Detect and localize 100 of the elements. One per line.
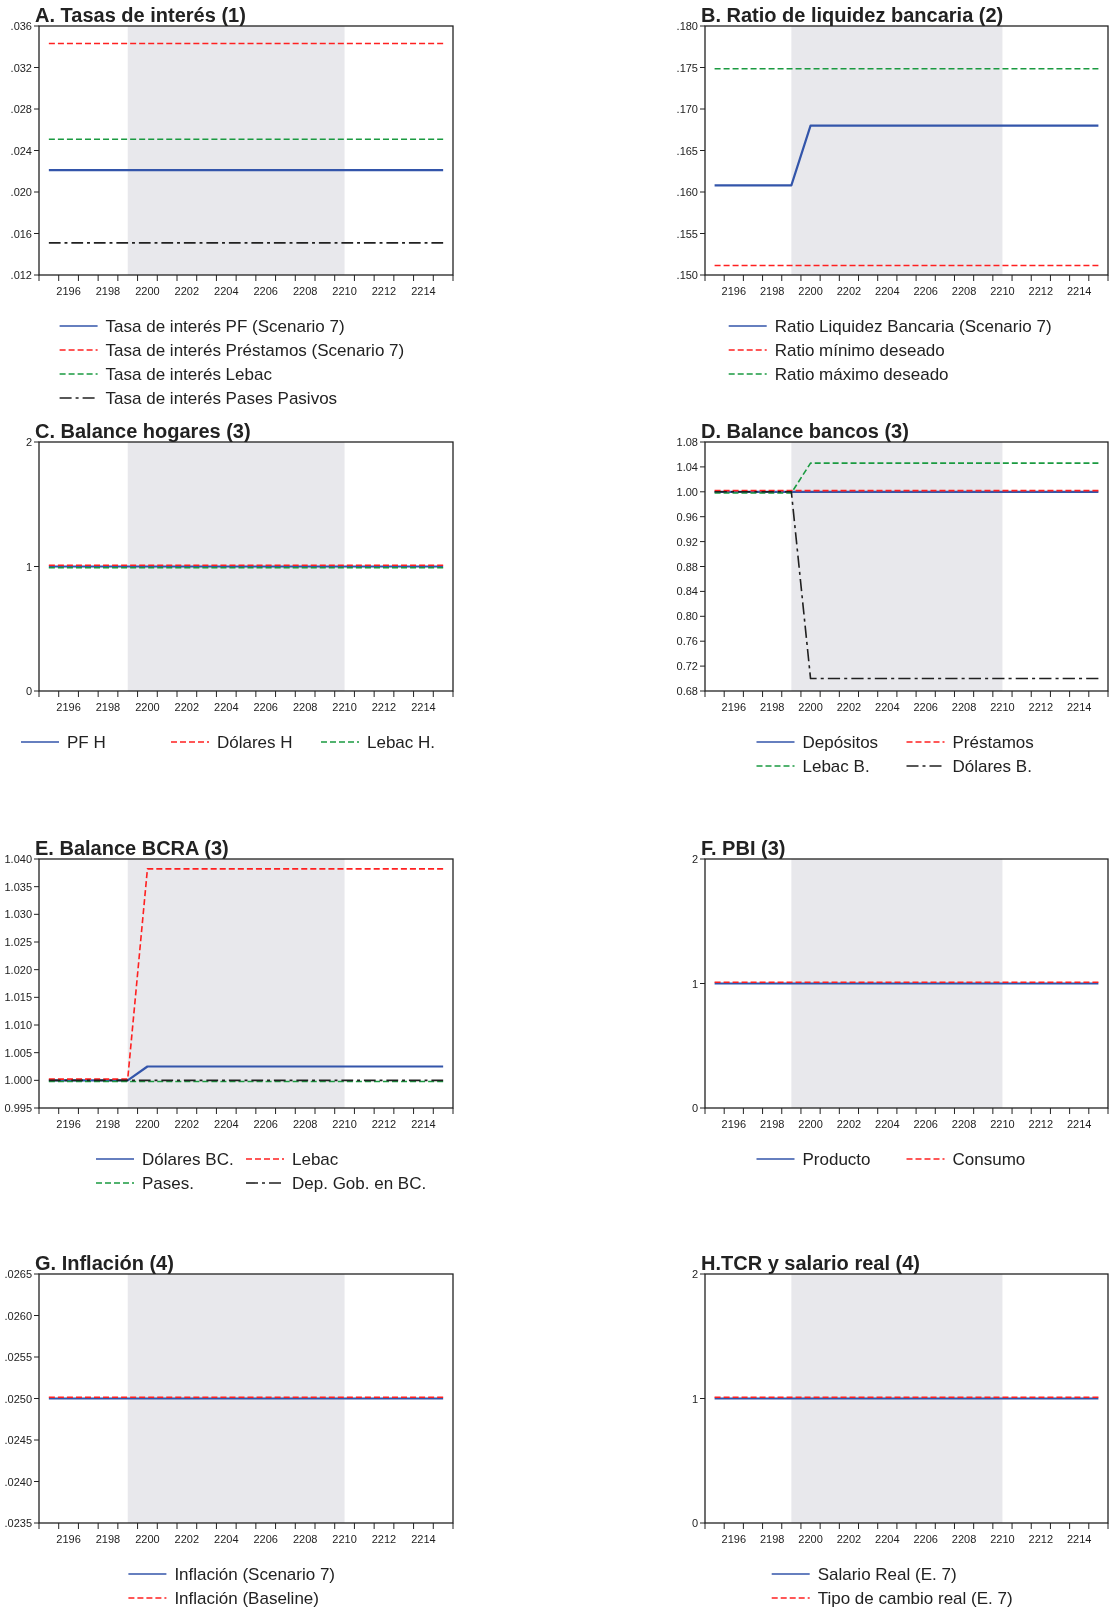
y-tick-label: 1.005 [4,1046,32,1059]
y-tick-label: .036 [10,20,32,32]
x-tick-label: 2212 [371,285,397,297]
legend-label: Tipo de cambio real (E. 7) [817,1589,1013,1608]
x-tick-label: 2210 [990,285,1015,297]
x-tick-label: 2214 [1066,1118,1092,1130]
x-tick-label: 2208 [292,285,318,297]
legend-label: PF H [67,733,106,752]
legend-label: Préstamos [952,733,1034,752]
y-tick-label: .016 [10,227,32,240]
y-tick-label: .175 [676,61,698,74]
x-tick-label: 2202 [174,1533,200,1545]
x-tick-label: 2198 [759,285,785,297]
x-tick-label: 2196 [721,1118,747,1130]
x-tick-label: 2200 [135,1118,160,1130]
x-tick-label: 2210 [990,701,1015,713]
y-tick-label: 0.80 [676,610,698,623]
legend-label: Ratio máximo deseado [774,365,949,384]
x-tick-label: 2210 [990,1533,1015,1545]
x-tick-label: 2204 [214,1533,239,1545]
x-tick-label: 2198 [95,701,121,713]
x-tick-label: 2202 [174,701,200,713]
x-tick-label: 2208 [951,701,977,713]
x-tick-label: 2214 [1066,701,1092,713]
x-tick-label: 2208 [292,1533,318,1545]
y-tick-label: 0 [691,1102,698,1114]
x-tick-label: 2198 [95,285,121,297]
x-tick-label: 2202 [174,285,200,297]
x-tick-label: 2214 [1066,1533,1092,1545]
x-tick-label: 2212 [1028,701,1054,713]
x-tick-label: 2212 [1028,285,1054,297]
x-tick-label: 2214 [1066,285,1092,297]
y-tick-label: .020 [10,186,32,198]
y-tick-label: 1.015 [4,991,32,1004]
legend-label: Dólares B. [952,757,1032,776]
x-tick-label: 2204 [875,1118,900,1130]
x-tick-label: 2212 [371,701,397,713]
x-tick-label: 2214 [411,701,436,713]
x-tick-label: 2198 [95,1533,121,1545]
y-tick-label: 0.84 [676,585,698,598]
x-tick-label: 2198 [759,1118,785,1130]
y-tick-label: 0.76 [676,635,698,648]
legend-label: Tasa de interés Pases Pasivos [105,389,338,408]
legend-label: Dep. Gob. en BC. [292,1174,427,1193]
chart-title: C. Balance hogares (3) [35,420,251,442]
x-tick-label: 2198 [759,1533,785,1545]
y-tick-label: 1.08 [676,436,698,448]
x-tick-label: 2196 [721,285,747,297]
y-tick-label: 0 [25,685,32,697]
y-tick-label: 1.010 [4,1019,32,1031]
chart-title: E. Balance BCRA (3) [35,837,229,859]
x-tick-label: 2202 [836,1533,862,1545]
x-tick-label: 2208 [951,1533,977,1545]
x-tick-label: 2202 [836,285,862,297]
y-tick-label: .012 [10,269,32,281]
legend-label: Pases. [142,1174,194,1193]
chart-title: A. Tasas de interés (1) [35,4,246,26]
chart-title: F. PBI (3) [701,837,786,859]
y-tick-label: 1.00 [676,485,698,498]
legend-label: Lebac B. [802,757,870,776]
y-tick-label: 1 [25,560,32,573]
y-tick-label: .180 [676,20,698,32]
chart-title: D. Balance bancos (3) [701,420,909,442]
y-tick-label: 0.88 [676,560,698,573]
x-tick-label: 2206 [253,1533,278,1545]
x-tick-label: 2200 [798,701,823,713]
y-tick-label: .0260 [4,1309,32,1322]
legend-label: Ratio Liquidez Bancaria (Scenario 7) [774,317,1052,336]
y-tick-label: 2 [691,1268,698,1280]
y-tick-label: 1 [691,1392,698,1405]
y-tick-label: .0250 [4,1392,32,1405]
y-tick-label: 1.020 [4,963,32,976]
x-tick-label: 2206 [913,285,938,297]
x-tick-label: 2208 [292,1118,318,1130]
y-tick-label: 0.995 [4,1102,32,1114]
x-tick-label: 2200 [798,1533,823,1545]
x-tick-label: 2200 [135,285,160,297]
y-tick-label: 1.030 [4,908,32,921]
x-tick-label: 2204 [875,701,900,713]
x-tick-label: 2200 [798,285,823,297]
y-tick-label: .028 [10,103,32,115]
y-tick-label: .170 [676,103,698,115]
x-tick-label: 2202 [836,701,862,713]
y-tick-label: .160 [676,186,698,198]
x-tick-label: 2206 [913,701,938,713]
x-tick-label: 2210 [990,1118,1015,1130]
chart-title: H.TCR y salario real (4) [701,1252,920,1274]
legend-label: Inflación (Baseline) [174,1589,319,1608]
x-tick-label: 2214 [411,1533,436,1545]
x-tick-label: 2204 [214,701,239,713]
y-tick-label: .155 [676,227,698,240]
legend-label: Producto [802,1150,871,1169]
legend-label: Tasa de interés PF (Scenario 7) [105,317,345,336]
x-tick-label: 2198 [759,701,785,713]
x-tick-label: 2208 [292,701,318,713]
x-tick-label: 2196 [56,1118,81,1130]
x-tick-label: 2204 [214,1118,239,1130]
x-tick-label: 2200 [798,1118,823,1130]
y-tick-label: .150 [676,269,698,281]
legend-label: Dólares H [217,733,293,752]
